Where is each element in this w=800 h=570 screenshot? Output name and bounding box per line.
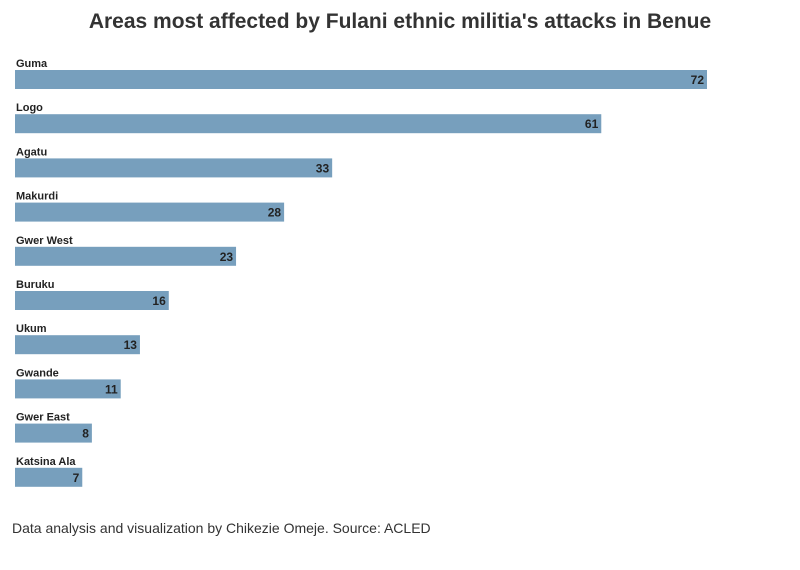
category-label: Gwer East (16, 412, 70, 424)
bar (15, 291, 169, 310)
category-label: Gwer West (16, 235, 73, 247)
value-label: 72 (691, 73, 705, 87)
bar-row: Gwer West 23 (15, 235, 237, 266)
value-label: 16 (152, 294, 166, 308)
value-label: 13 (124, 338, 138, 352)
value-label: 28 (268, 206, 282, 220)
category-label: Logo (16, 102, 43, 114)
category-label: Katsina Ala (16, 456, 76, 468)
value-label: 8 (82, 427, 89, 441)
bar-row: Logo 61 (15, 102, 602, 134)
value-label: 61 (585, 117, 599, 131)
bar (15, 114, 602, 134)
bar-row: Agatu 33 (15, 146, 333, 178)
bar (15, 70, 707, 89)
bar-chart: Guma 72 Logo 61 Agatu 33 Makurdi 28 Gwer West 23 B… (15, 58, 707, 487)
bar-row: Buruku 16 (15, 279, 169, 310)
bar-row: Gwande 11 (15, 367, 121, 399)
bar (15, 335, 140, 355)
value-label: 23 (220, 250, 234, 264)
bar-row: Guma 72 (15, 58, 707, 89)
bar (15, 379, 121, 399)
bar-row: Makurdi 28 (15, 191, 285, 222)
bar-row: Katsina Ala 7 (15, 456, 83, 487)
category-label: Ukum (16, 323, 47, 335)
bar-row: Gwer East 8 (15, 412, 92, 443)
bar (15, 467, 83, 487)
category-label: Guma (16, 58, 48, 70)
bar (15, 202, 285, 222)
bar (15, 423, 92, 443)
value-label: 33 (316, 161, 330, 175)
value-label: 11 (105, 382, 118, 396)
category-label: Buruku (16, 279, 55, 291)
category-label: Gwande (16, 367, 59, 379)
bar-row: Ukum 13 (15, 323, 140, 355)
bar (15, 246, 237, 266)
category-label: Agatu (16, 146, 47, 158)
category-label: Makurdi (16, 191, 58, 203)
bar (15, 158, 333, 178)
value-label: 7 (73, 471, 80, 485)
source-note: Data analysis and visualization by Chike… (12, 520, 431, 536)
chart-title: Areas most affected by Fulani ethnic mil… (88, 10, 712, 33)
